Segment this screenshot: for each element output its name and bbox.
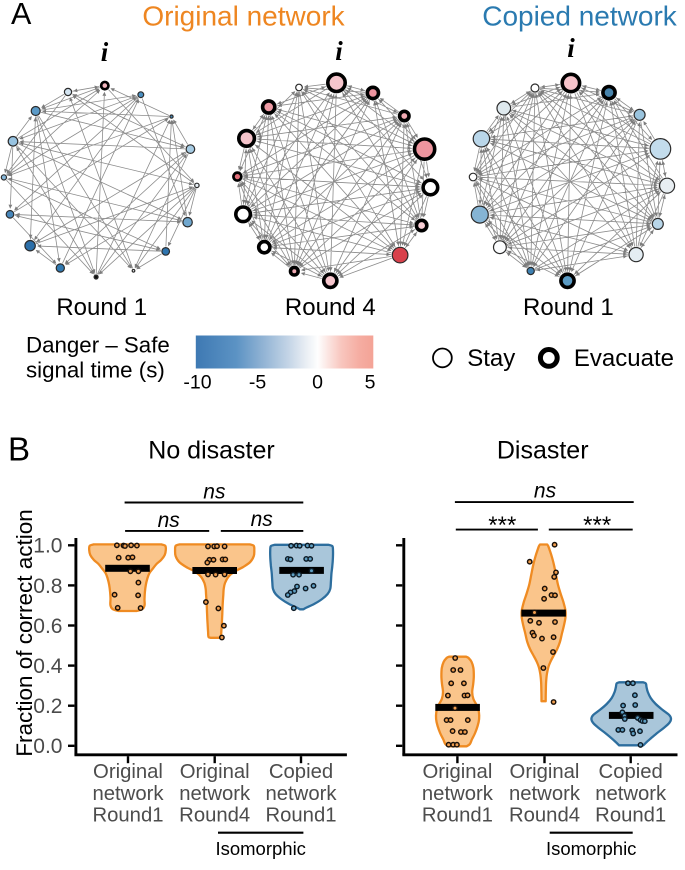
svg-text:network: network xyxy=(509,783,581,805)
svg-text:Copied: Copied xyxy=(269,761,333,783)
svg-text:Round1: Round1 xyxy=(92,805,163,827)
svg-text:Round1: Round1 xyxy=(422,805,493,827)
svg-text:5: 5 xyxy=(365,372,376,394)
svg-text:Evacuate: Evacuate xyxy=(574,345,674,372)
svg-text:Copied network: Copied network xyxy=(482,1,678,32)
svg-text:Round 4: Round 4 xyxy=(285,294,376,321)
svg-text:0.0: 0.0 xyxy=(33,735,62,758)
svg-text:Copied: Copied xyxy=(599,761,663,783)
svg-text:Round 1: Round 1 xyxy=(56,294,147,321)
svg-text:ns: ns xyxy=(534,479,557,502)
svg-text:***: *** xyxy=(488,512,516,539)
svg-text:Original: Original xyxy=(510,761,580,783)
svg-text:0.4: 0.4 xyxy=(33,655,63,678)
svg-text:0: 0 xyxy=(312,372,323,394)
svg-text:Stay: Stay xyxy=(467,345,515,372)
svg-text:Round 1: Round 1 xyxy=(523,294,614,321)
svg-text:network: network xyxy=(179,783,251,805)
svg-text:-10: -10 xyxy=(183,372,211,394)
svg-text:A: A xyxy=(11,0,32,31)
svg-text:Disaster: Disaster xyxy=(497,437,589,465)
svg-text:1.0: 1.0 xyxy=(33,535,62,558)
svg-text:Round1: Round1 xyxy=(265,805,336,827)
svg-text:Isomorphic: Isomorphic xyxy=(546,838,636,859)
svg-text:i: i xyxy=(335,36,343,66)
svg-text:B: B xyxy=(8,431,30,468)
svg-text:network: network xyxy=(265,783,337,805)
svg-text:0.8: 0.8 xyxy=(33,575,62,598)
svg-text:signal time (s): signal time (s) xyxy=(26,358,165,383)
svg-text:Original network: Original network xyxy=(142,1,345,32)
svg-text:0.2: 0.2 xyxy=(33,695,62,718)
svg-text:Original: Original xyxy=(422,761,492,783)
svg-text:Fraction of correct action: Fraction of correct action xyxy=(12,509,37,757)
svg-text:ns: ns xyxy=(251,508,274,531)
svg-text:0.6: 0.6 xyxy=(33,615,62,638)
svg-text:Danger – Safe: Danger – Safe xyxy=(26,333,170,358)
svg-text:ns: ns xyxy=(158,509,181,532)
svg-text:Isomorphic: Isomorphic xyxy=(215,838,305,859)
svg-text:Round1: Round1 xyxy=(595,805,666,827)
svg-text:Round4: Round4 xyxy=(509,805,580,827)
svg-text:No disaster: No disaster xyxy=(148,437,274,465)
svg-text:ns: ns xyxy=(203,480,226,503)
svg-text:i: i xyxy=(101,37,109,67)
svg-text:network: network xyxy=(422,783,494,805)
svg-text:Original: Original xyxy=(180,761,250,783)
svg-text:Round4: Round4 xyxy=(179,805,250,827)
svg-text:Original: Original xyxy=(93,761,163,783)
svg-text:-5: -5 xyxy=(249,372,266,394)
svg-text:network: network xyxy=(92,783,164,805)
svg-text:network: network xyxy=(595,783,667,805)
svg-text:***: *** xyxy=(583,512,611,539)
svg-text:i: i xyxy=(567,33,575,63)
